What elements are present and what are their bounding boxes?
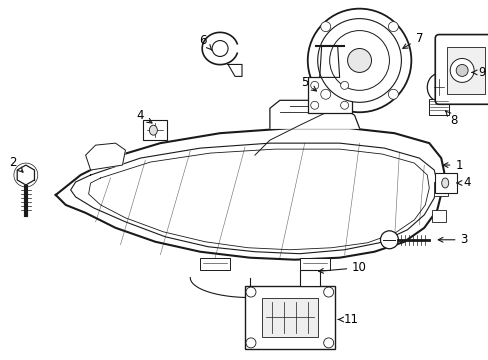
Bar (262, 298, 317, 337)
Ellipse shape (427, 73, 450, 101)
Circle shape (317, 19, 401, 102)
Circle shape (387, 22, 398, 32)
Circle shape (340, 101, 348, 109)
Text: 2: 2 (9, 156, 23, 172)
Circle shape (380, 231, 398, 249)
Circle shape (320, 89, 330, 99)
Text: 5: 5 (301, 76, 316, 91)
Ellipse shape (441, 178, 448, 188)
Bar (433, 182, 447, 196)
Circle shape (323, 287, 333, 297)
Circle shape (340, 81, 348, 89)
Circle shape (307, 9, 410, 112)
Text: 6: 6 (199, 34, 211, 50)
FancyBboxPatch shape (447, 46, 484, 94)
Bar (428, 99, 448, 115)
Circle shape (245, 287, 255, 297)
Circle shape (387, 89, 398, 99)
Text: 3: 3 (437, 233, 467, 246)
Text: 4: 4 (136, 109, 152, 123)
Circle shape (455, 64, 467, 76)
Bar (200, 258, 229, 270)
Bar (307, 77, 351, 113)
Circle shape (347, 49, 371, 72)
Text: 7: 7 (402, 32, 422, 49)
Circle shape (329, 31, 388, 90)
FancyBboxPatch shape (434, 35, 488, 104)
Ellipse shape (149, 125, 157, 135)
Polygon shape (85, 143, 125, 170)
Polygon shape (269, 100, 359, 128)
Circle shape (310, 101, 318, 109)
Circle shape (449, 58, 473, 82)
Bar (299, 258, 329, 270)
Text: 4: 4 (456, 176, 470, 189)
Circle shape (310, 81, 318, 89)
Circle shape (323, 338, 333, 348)
Text: 10: 10 (318, 261, 366, 274)
Polygon shape (17, 165, 34, 185)
Polygon shape (227, 64, 242, 76)
Text: 1: 1 (442, 158, 462, 172)
Bar (244, 286, 334, 349)
Text: 11: 11 (338, 313, 358, 326)
Bar (143, 120, 167, 140)
Polygon shape (56, 128, 443, 260)
Circle shape (245, 338, 255, 348)
Circle shape (212, 41, 227, 57)
Bar (299, 270, 319, 285)
Bar (431, 210, 446, 222)
Text: 9: 9 (471, 66, 485, 79)
Text: 8: 8 (445, 111, 457, 127)
Bar (434, 173, 456, 193)
Polygon shape (319, 45, 339, 77)
Circle shape (320, 22, 330, 32)
